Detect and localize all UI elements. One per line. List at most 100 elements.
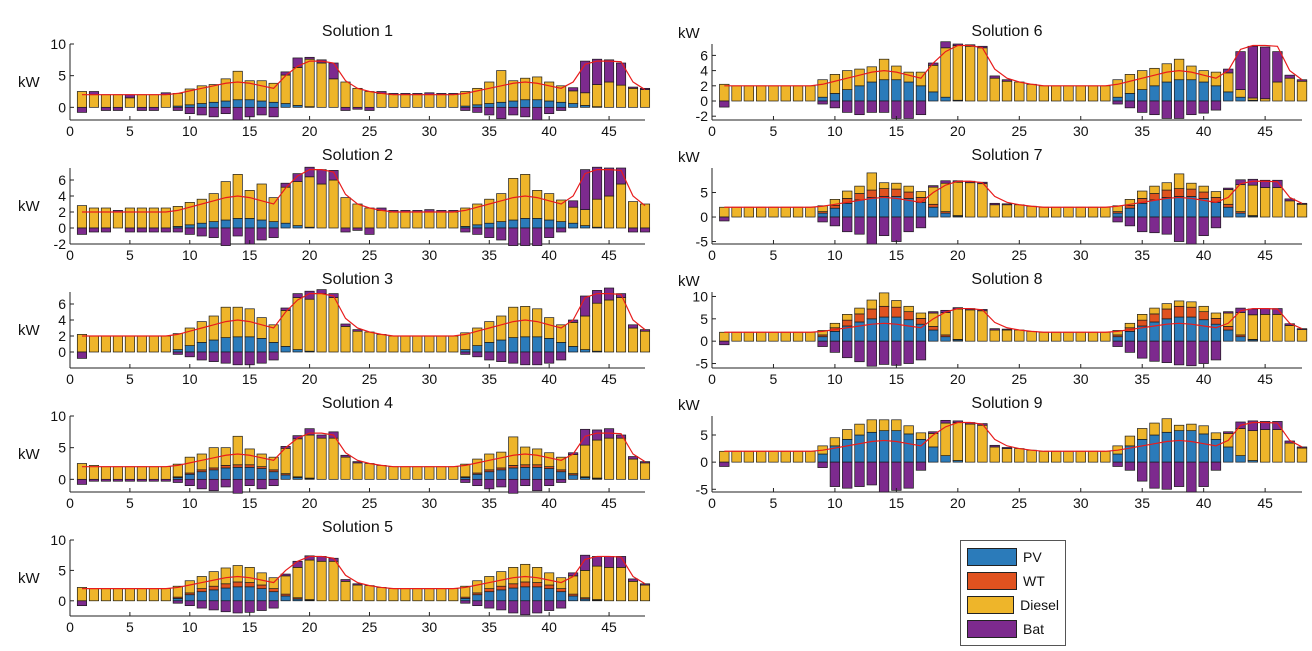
bar-diesel-t5 (768, 331, 779, 342)
x-tick-label: 25 (1012, 247, 1028, 263)
bar-bat-t19 (292, 293, 303, 298)
bar-diesel-t12 (854, 68, 865, 87)
bar-diesel-t23 (989, 329, 1000, 342)
bar-diesel-t39 (1186, 423, 1197, 432)
bar-wt-t37 (508, 465, 519, 469)
bar-bat-t40 (544, 351, 555, 364)
bar-pv-t42 (1223, 91, 1234, 102)
bar-wt-t11 (196, 588, 207, 593)
bar-diesel-t46 (1272, 81, 1283, 102)
bar-diesel-t39 (1186, 182, 1197, 190)
bar-diesel-t15 (244, 448, 255, 466)
bar-wt-t16 (903, 311, 914, 321)
bar-wt-t40 (1198, 191, 1209, 199)
x-tick-label: 30 (422, 123, 438, 139)
legend-label-bat: Bat (1023, 621, 1045, 637)
bar-diesel-t40 (1198, 425, 1209, 435)
bar-pv-t42 (568, 103, 579, 108)
legend-swatch-diesel (967, 596, 1015, 614)
bar-pv-t13 (866, 197, 877, 218)
bar-diesel-t48 (1296, 447, 1308, 463)
bar-bat-t6 (136, 478, 147, 482)
bar-diesel-t7 (792, 85, 804, 102)
bar-bat-t45 (1259, 308, 1271, 315)
bar-diesel-t26 (376, 210, 387, 229)
bar-diesel-t41 (556, 199, 567, 222)
x-tick-label: 30 (1073, 247, 1089, 263)
bar-diesel-t20 (304, 176, 315, 228)
bar-diesel-t34 (472, 458, 483, 474)
x-tick-label: 10 (182, 371, 198, 387)
x-tick-label: 20 (950, 495, 966, 511)
bar-diesel-t20 (304, 58, 315, 108)
bar-bat-t34 (472, 106, 483, 113)
bar-pv-t11 (196, 222, 207, 229)
bar-pv-t35 (1137, 438, 1148, 463)
y-tick-label: -2 (696, 108, 709, 124)
bar-pv-t14 (232, 218, 243, 229)
bar-bat-t19 (292, 173, 303, 182)
bar-wt-t14 (878, 188, 890, 197)
bar-bat-t39 (532, 478, 543, 492)
bar-diesel-t28 (400, 335, 411, 353)
bar-bat-t48 (639, 461, 651, 464)
bar-bat-t48 (1296, 79, 1308, 82)
bar-diesel-t30 (424, 335, 435, 353)
bar-bat-t10 (184, 106, 195, 115)
bar-diesel-t42 (568, 206, 579, 224)
bar-diesel-t46 (616, 183, 627, 229)
bar-bat-t36 (496, 600, 507, 611)
bar-diesel-t11 (842, 314, 853, 321)
bar-diesel-t32 (1100, 450, 1111, 463)
bar-diesel-t9 (172, 206, 183, 227)
x-tick-label: 45 (601, 247, 617, 263)
bar-bat-t9 (172, 351, 183, 355)
bar-diesel-t34 (1124, 322, 1136, 329)
y-tick-label: 4 (58, 188, 66, 204)
bar-bat-t15 (891, 340, 902, 366)
x-tick-label: 0 (708, 123, 716, 139)
x-tick-label: 5 (126, 495, 134, 511)
bar-pv-t16 (256, 338, 267, 353)
bar-bat-t47 (1284, 74, 1295, 79)
bar-diesel-t13 (220, 78, 231, 102)
bar-diesel-t31 (1087, 450, 1099, 463)
bar-diesel-t25 (364, 91, 375, 108)
bar-diesel-t6 (780, 331, 791, 342)
x-tick-label: 15 (242, 619, 258, 635)
bar-bat-t34 (472, 600, 483, 607)
bar-diesel-t2 (731, 331, 742, 342)
bar-pv-t17 (268, 342, 279, 353)
bar-diesel-t38 (1173, 173, 1185, 189)
bar-diesel-t1 (76, 205, 88, 229)
bar-bat-t25 (364, 227, 375, 235)
bar-bat-t23 (340, 106, 351, 111)
bar-bat-t21 (316, 434, 327, 439)
bar-diesel-t32 (448, 466, 459, 480)
x-tick-label: 0 (66, 371, 74, 387)
bar-diesel-t47 (627, 87, 639, 108)
x-tick-label: 40 (541, 371, 557, 387)
bar-pv-t19 (292, 349, 303, 353)
bar-diesel-t12 (854, 185, 865, 194)
bar-wt-t16 (903, 191, 914, 199)
load-line (81, 293, 646, 337)
bar-diesel-t21 (316, 62, 327, 108)
bar-bat-t10 (829, 461, 841, 487)
bar-diesel-t38 (520, 563, 531, 583)
bar-pv-t17 (268, 101, 279, 108)
bar-bat-t17 (268, 106, 279, 118)
y-axis-label: kW (678, 273, 701, 290)
bar-diesel-t27 (1038, 85, 1050, 102)
bar-bat-t39 (532, 227, 543, 246)
bar-diesel-t23 (340, 81, 351, 108)
x-tick-label: 35 (481, 495, 497, 511)
bar-bat-t36 (496, 227, 507, 241)
bar-bat-t21 (316, 169, 327, 185)
bar-bat-t8 (160, 478, 171, 482)
bar-pv-t40 (544, 100, 555, 108)
bar-pv-t40 (544, 468, 555, 480)
bar-bat-t40 (1198, 100, 1209, 114)
x-tick-label: 30 (422, 247, 438, 263)
